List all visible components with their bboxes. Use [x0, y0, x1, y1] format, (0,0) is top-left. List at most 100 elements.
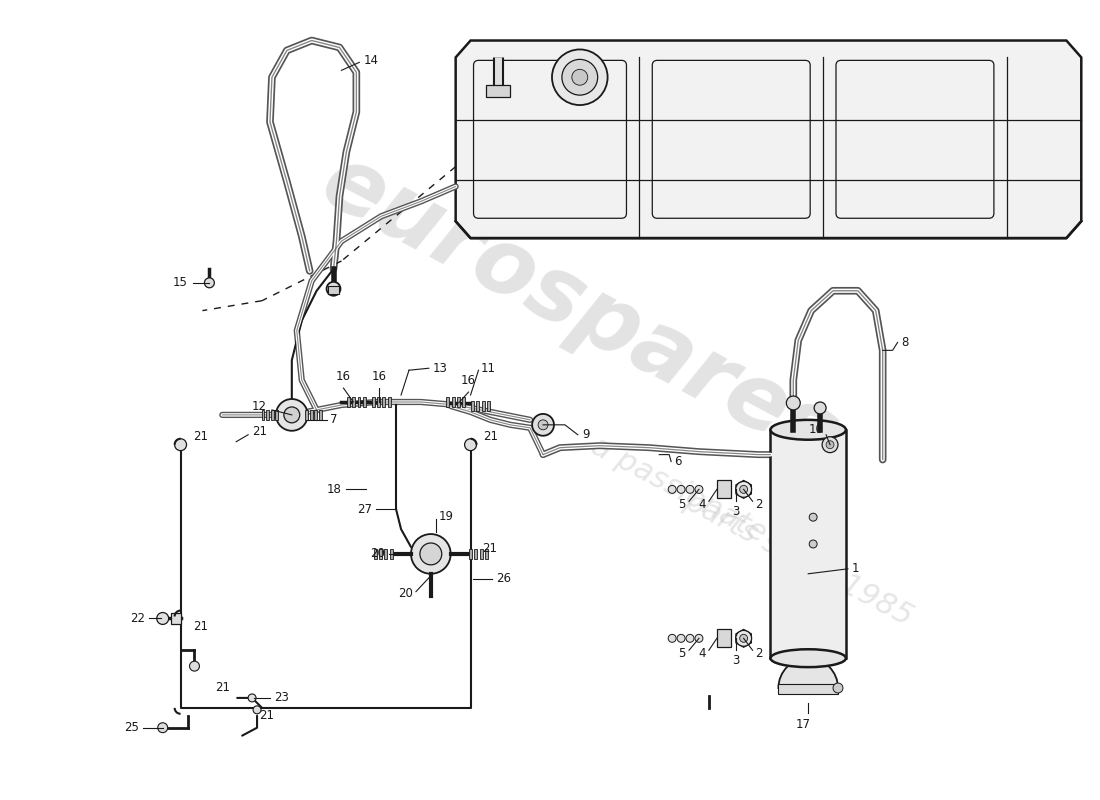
Text: parts since 1985: parts since 1985 [679, 486, 917, 631]
Bar [372, 397, 375, 407]
Text: 25: 25 [124, 722, 139, 734]
Text: 7: 7 [330, 414, 337, 426]
Bar [377, 397, 379, 407]
Bar [485, 549, 488, 559]
Circle shape [668, 486, 676, 494]
Circle shape [572, 70, 587, 86]
Circle shape [822, 437, 838, 453]
Text: 12: 12 [252, 401, 267, 414]
Bar [487, 401, 490, 411]
Text: 10: 10 [808, 423, 823, 436]
Bar [770, 430, 846, 658]
Text: 2: 2 [756, 646, 763, 660]
Text: 19: 19 [439, 510, 454, 522]
Bar [717, 630, 730, 647]
Bar [476, 401, 480, 411]
Text: 20: 20 [398, 587, 412, 600]
Text: 4: 4 [698, 646, 706, 660]
Text: 21: 21 [216, 682, 230, 694]
Circle shape [739, 634, 748, 642]
Text: 1: 1 [851, 562, 859, 575]
Text: 27: 27 [358, 502, 372, 516]
Circle shape [833, 683, 843, 693]
Circle shape [538, 420, 548, 430]
Bar [379, 549, 382, 559]
Circle shape [695, 486, 703, 494]
Bar [358, 397, 361, 407]
Circle shape [464, 438, 476, 450]
Text: 3: 3 [732, 506, 739, 518]
Circle shape [189, 661, 199, 671]
Circle shape [739, 486, 748, 494]
Polygon shape [736, 481, 751, 498]
Text: 16: 16 [336, 370, 351, 383]
Circle shape [532, 414, 554, 436]
Polygon shape [455, 41, 1081, 238]
Circle shape [695, 634, 703, 642]
Bar [305, 410, 308, 420]
Ellipse shape [770, 650, 846, 667]
Text: 18: 18 [327, 483, 341, 496]
Text: 13: 13 [432, 362, 448, 374]
Text: eurospares: eurospares [307, 138, 852, 483]
Bar [389, 549, 393, 559]
Circle shape [686, 634, 694, 642]
Text: 15: 15 [173, 276, 187, 290]
Bar [352, 397, 355, 407]
Text: 5: 5 [678, 646, 685, 660]
Bar [387, 397, 390, 407]
Wedge shape [779, 658, 838, 688]
Circle shape [736, 630, 751, 646]
Circle shape [678, 634, 685, 642]
Bar [319, 410, 322, 420]
Bar [462, 397, 465, 407]
Ellipse shape [770, 420, 846, 440]
Bar [469, 549, 472, 559]
Bar [275, 410, 278, 420]
Bar [447, 397, 449, 407]
Text: 21: 21 [194, 430, 209, 443]
Circle shape [552, 50, 607, 105]
Circle shape [253, 706, 261, 714]
Bar [717, 481, 730, 498]
Text: 9: 9 [582, 428, 590, 442]
Bar [346, 397, 350, 407]
Bar [262, 410, 264, 420]
Text: 2: 2 [756, 498, 763, 510]
Circle shape [157, 613, 168, 625]
Text: 21: 21 [483, 542, 497, 555]
Bar [482, 401, 485, 411]
Bar [486, 86, 510, 97]
Circle shape [327, 282, 341, 296]
Text: 17: 17 [795, 718, 811, 730]
Circle shape [826, 441, 834, 449]
Text: 6: 6 [674, 455, 682, 468]
Bar [451, 397, 454, 407]
Text: 22: 22 [130, 612, 145, 625]
Bar [384, 549, 387, 559]
Circle shape [175, 438, 187, 450]
Circle shape [562, 59, 597, 95]
Text: 21: 21 [484, 430, 498, 443]
Circle shape [786, 396, 801, 410]
Text: 4: 4 [698, 498, 706, 510]
Bar [170, 613, 180, 625]
Circle shape [157, 722, 167, 733]
Text: 8: 8 [902, 336, 909, 349]
Text: 20: 20 [371, 547, 385, 561]
Circle shape [284, 407, 299, 423]
Text: 5: 5 [678, 498, 685, 510]
Bar [328, 286, 340, 294]
Circle shape [686, 486, 694, 494]
Text: 21: 21 [194, 620, 209, 633]
Circle shape [678, 486, 685, 494]
Polygon shape [736, 630, 751, 647]
Text: 21: 21 [258, 710, 274, 722]
Text: 3: 3 [732, 654, 739, 667]
Bar [310, 410, 312, 420]
Bar [474, 549, 477, 559]
Circle shape [276, 399, 308, 430]
Circle shape [736, 482, 751, 498]
Bar [480, 549, 483, 559]
Text: 23: 23 [274, 691, 289, 705]
